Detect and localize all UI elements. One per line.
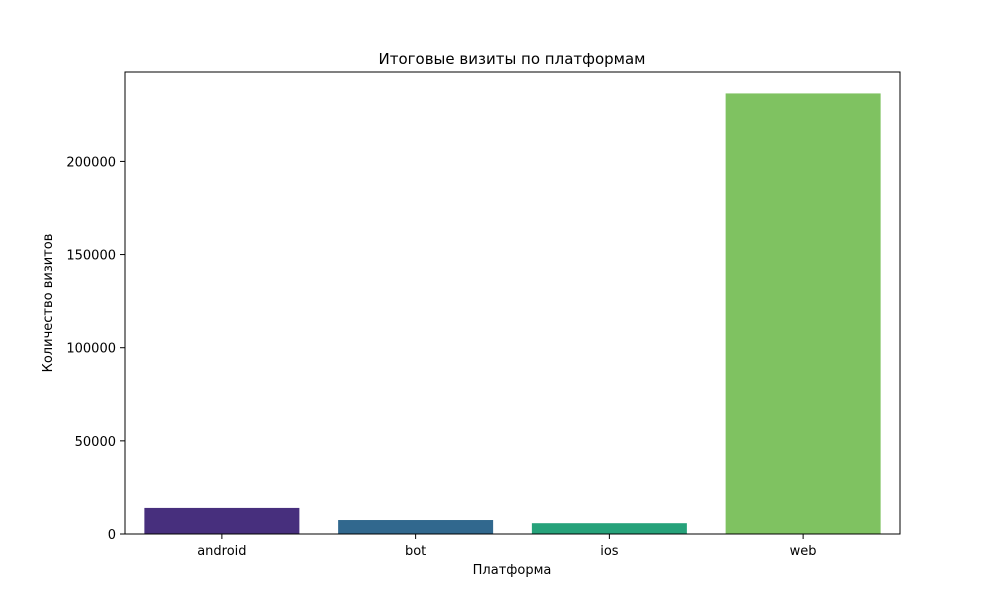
bar-android [144,507,300,534]
x-axis-label: Платформа [473,563,552,578]
y-tick-label: 100000 [66,342,116,357]
y-axis-label: Количество визитов [41,234,56,373]
bars-layer [144,93,881,534]
bar-ios [531,523,687,534]
plot-frame [124,71,901,535]
x-tick-label: web [790,544,817,559]
x-axis: android bot ios web [197,534,817,559]
x-tick-label: android [197,544,246,559]
x-tick-label: ios [600,544,619,559]
y-tick-label: 200000 [66,155,116,170]
chart-title: Итоговые визиты по платформам [379,50,646,68]
y-axis: 0 50000 100000 150000 200000 [66,155,125,543]
y-tick-label: 0 [108,528,116,543]
bar-web [725,93,881,534]
y-tick-label: 50000 [75,435,116,450]
x-tick-label: bot [405,544,426,559]
y-tick-label: 150000 [66,249,116,264]
bar-bot [338,520,494,534]
